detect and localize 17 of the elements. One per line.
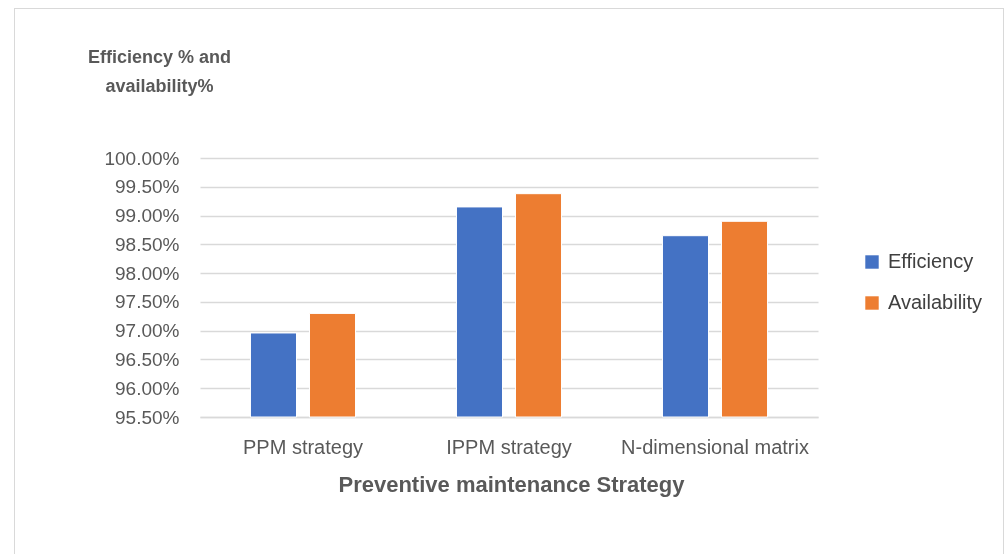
y-tick-label: 95.50% (115, 406, 180, 428)
y-tick-label: 96.50% (115, 348, 180, 370)
y-tick-label: 99.50% (115, 176, 180, 198)
y-tick-label: 98.00% (115, 262, 180, 284)
x-tick-label: N-dimensional matrix (621, 435, 809, 458)
y-tick-label: 97.50% (115, 291, 180, 313)
y-tick-label: 98.50% (115, 233, 180, 255)
x-tick-label: PPM strategy (242, 435, 364, 458)
x-axis-title: Preventive maintenance Strategy (338, 471, 686, 497)
legend-label: Availability (888, 291, 983, 313)
y-tick-label: 99.00% (115, 205, 180, 227)
y-axis-title: Efficiency % and availability% (87, 46, 232, 96)
y-tick-label: 97.00% (115, 320, 180, 342)
y-tick-label: 96.00% (115, 377, 180, 399)
y-tick-label: 100.00% (104, 147, 180, 169)
legend-label: Efficiency (888, 250, 974, 272)
x-tick-label: IPPM strategy (446, 435, 572, 458)
